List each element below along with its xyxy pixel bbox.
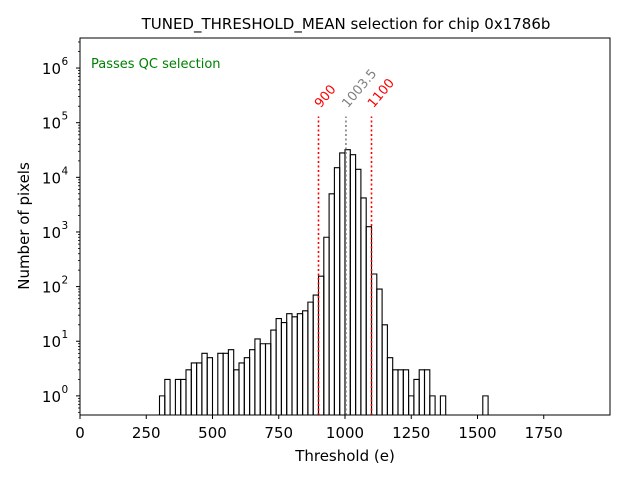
histogram-bin (429, 395, 436, 415)
y-tick-base: 10 (42, 115, 61, 133)
x-tick-label: 1000 (326, 424, 364, 442)
histogram-bin (482, 395, 489, 415)
qc-status-label: Passes QC selection (91, 57, 221, 72)
y-tick-label: 10 5 (42, 111, 68, 133)
y-tick-base: 10 (42, 279, 61, 297)
y-tick-exponent: 1 (62, 329, 69, 341)
y-tick-label: 10 0 (42, 384, 68, 406)
y-tick-label: 10 1 (42, 329, 68, 351)
y-tick-base: 10 (42, 60, 61, 78)
histogram-bin (206, 357, 214, 415)
y-tick-exponent: 5 (62, 111, 69, 123)
y-tick-label: 10 3 (42, 220, 68, 242)
y-tick-label: 10 6 (42, 56, 69, 78)
x-tick-label: 1500 (458, 424, 496, 442)
y-tick-exponent: 6 (62, 56, 69, 68)
chart-title: TUNED_THRESHOLD_MEAN selection for chip … (141, 15, 551, 34)
y-tick-base: 10 (42, 388, 61, 406)
y-tick-exponent: 0 (62, 384, 69, 396)
x-tick-label: 1750 (525, 424, 563, 442)
y-tick-base: 10 (42, 224, 61, 242)
histogram-bin (164, 378, 171, 415)
y-tick-label: 10 4 (42, 165, 69, 187)
histogram-bin (402, 369, 410, 415)
y-tick-exponent: 3 (62, 220, 69, 232)
x-tick-label: 0 (75, 424, 85, 442)
y-tick-exponent: 4 (62, 165, 69, 177)
y-tick-base: 10 (42, 333, 61, 351)
x-tick-label: 1250 (392, 424, 430, 442)
y-tick-base: 10 (42, 169, 61, 187)
x-axis-title: Threshold (e) (294, 447, 395, 465)
y-tick-exponent: 2 (62, 275, 69, 287)
plot-frame (79, 37, 611, 416)
y-tick-label: 10 2 (42, 275, 68, 297)
y-axis-title: Number of pixels (15, 162, 33, 290)
x-tick-label: 500 (198, 424, 227, 442)
histogram-bin (423, 369, 431, 415)
x-tick-label: 250 (132, 424, 161, 442)
histogram-bin (439, 395, 447, 415)
x-tick-label: 750 (264, 424, 293, 442)
